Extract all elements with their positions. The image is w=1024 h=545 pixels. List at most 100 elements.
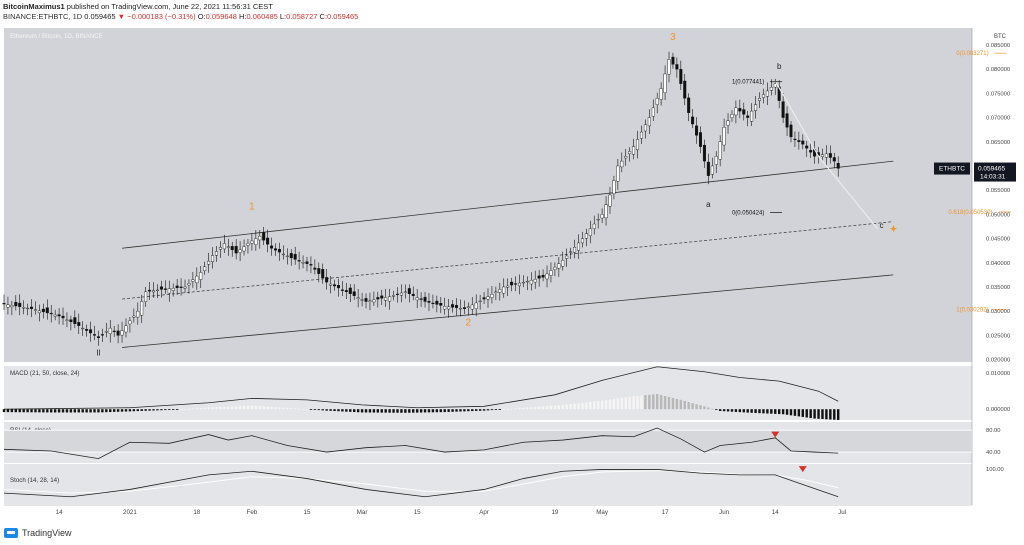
candle-body [420,299,423,300]
macd-histogram-bar [322,409,324,410]
macd-histogram-bar [144,409,146,411]
candle-body [203,267,206,271]
candle-body [502,287,505,293]
candle-body [30,307,33,309]
macd-histogram-bar [735,409,737,412]
candle-body [624,156,627,158]
macd-histogram-bar [66,409,68,412]
candle-body [219,247,222,249]
candle-body [510,282,513,285]
candle-body [70,320,73,322]
y-axis-label: BTC [994,34,1007,40]
candle-body [54,315,57,316]
macd-histogram-bar [628,397,630,409]
macd-histogram-bar [754,409,756,413]
candle-body [353,292,356,296]
candle-body [85,329,88,330]
macd-histogram-bar [416,409,418,412]
candle-body [3,303,6,304]
x-tick-label: 19 [551,509,558,516]
candle-body [762,95,765,98]
macd-histogram-bar [365,409,367,412]
candle-body [589,229,592,236]
footer-brand[interactable]: TradingView [22,528,72,538]
macd-histogram-bar [432,409,434,412]
macd-histogram-bar [306,409,308,410]
macd-histogram-bar [550,406,552,409]
candle-body [255,239,258,245]
macd-histogram-bar [786,409,788,415]
macd-histogram-bar [652,394,654,409]
candle-body [837,163,840,168]
macd-histogram-bar [274,407,276,409]
macd-histogram-bar [825,409,827,419]
x-tick-label: Feb [247,509,258,516]
candle-body [432,303,435,304]
macd-histogram-bar [62,409,64,412]
candle-body [676,64,679,69]
candle-body [337,285,340,288]
candle-body [786,114,789,128]
macd-histogram-bar [263,406,265,409]
macd-histogram-bar [687,402,689,409]
x-tick-label: 14 [56,509,63,516]
macd-histogram-bar [357,409,359,412]
candle-body [377,297,380,299]
candle-body [160,287,163,290]
macd-histogram-bar [101,409,103,412]
macd-histogram-bar [428,409,430,412]
fib-level-label: 0(0.083271) [956,51,988,57]
candle-body [7,305,10,308]
macd-histogram-bar [672,398,674,409]
candle-body [341,290,344,291]
x-tick-label: Apr [479,509,489,516]
macd-histogram-bar [798,409,800,416]
macd-histogram-bar [156,409,158,410]
macd-histogram-bar [483,409,485,410]
candle-body [302,262,305,263]
candle-body [89,330,92,333]
macd-histogram-bar [74,409,76,412]
macd-histogram-bar [81,409,83,412]
candle-body [620,161,623,167]
candle-body [707,162,710,176]
candle-body [81,328,84,329]
candle-body [518,283,521,286]
candle-body [680,69,683,83]
candle-body [215,251,218,255]
candle-body [833,157,836,161]
macd-histogram-bar [337,409,339,411]
candle-body [325,277,328,282]
macd-histogram-bar [388,409,390,412]
macd-histogram-bar [479,409,481,411]
candle-body [601,214,604,218]
macd-histogram-bar [813,409,815,418]
macd-y-tick: 0.000000 [986,407,1010,413]
macd-histogram-bar [42,409,44,412]
macd-histogram-bar [440,409,442,412]
candle-body [11,305,14,307]
candle-body [499,289,502,292]
candle-body [333,285,336,286]
candle-body [192,280,195,282]
candle-body [825,154,828,158]
macd-histogram-bar [219,407,221,409]
macd-histogram-bar [318,409,320,410]
macd-histogram-bar [255,406,257,409]
wave-label: c [879,221,883,230]
candle-body [538,276,541,278]
macd-histogram-bar [691,403,693,409]
macd-histogram-bar [491,409,493,410]
stoch-y-tick: 100.00 [986,467,1004,473]
candle-body [184,287,187,288]
macd-histogram-bar [207,407,209,409]
macd-histogram-bar [794,409,796,416]
candle-body [22,307,25,308]
candle-body [392,295,395,296]
candle-body [109,328,112,334]
candle-body [133,316,136,317]
candle-body [459,308,462,309]
y-tick-label: 0.070000 [986,116,1010,122]
macd-histogram-bar [259,406,261,409]
